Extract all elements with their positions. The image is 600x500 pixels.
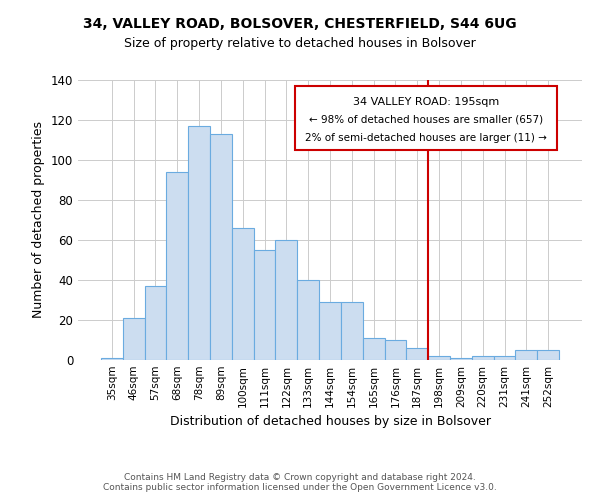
Bar xyxy=(123,318,145,360)
Bar xyxy=(188,126,210,360)
Bar xyxy=(363,338,385,360)
Text: 34, VALLEY ROAD, BOLSOVER, CHESTERFIELD, S44 6UG: 34, VALLEY ROAD, BOLSOVER, CHESTERFIELD,… xyxy=(83,18,517,32)
Bar xyxy=(515,350,537,360)
Bar xyxy=(254,250,275,360)
Text: 34 VALLEY ROAD: 195sqm: 34 VALLEY ROAD: 195sqm xyxy=(353,97,499,107)
Bar xyxy=(295,86,557,150)
Bar xyxy=(145,286,166,360)
Bar xyxy=(494,356,515,360)
Bar xyxy=(319,302,341,360)
Bar xyxy=(341,302,363,360)
Bar xyxy=(210,134,232,360)
Bar xyxy=(406,348,428,360)
Bar xyxy=(385,340,406,360)
Text: 2% of semi-detached houses are larger (11) →: 2% of semi-detached houses are larger (1… xyxy=(305,133,547,143)
Y-axis label: Number of detached properties: Number of detached properties xyxy=(32,122,45,318)
Text: ← 98% of detached houses are smaller (657): ← 98% of detached houses are smaller (65… xyxy=(309,115,543,125)
Bar xyxy=(232,228,254,360)
Bar xyxy=(472,356,494,360)
Bar xyxy=(101,358,123,360)
Bar xyxy=(428,356,450,360)
Bar xyxy=(450,358,472,360)
Bar xyxy=(275,240,297,360)
Text: Contains HM Land Registry data © Crown copyright and database right 2024.
Contai: Contains HM Land Registry data © Crown c… xyxy=(103,473,497,492)
Bar xyxy=(166,172,188,360)
Bar xyxy=(297,280,319,360)
Bar xyxy=(537,350,559,360)
X-axis label: Distribution of detached houses by size in Bolsover: Distribution of detached houses by size … xyxy=(170,416,491,428)
Text: Size of property relative to detached houses in Bolsover: Size of property relative to detached ho… xyxy=(124,38,476,51)
